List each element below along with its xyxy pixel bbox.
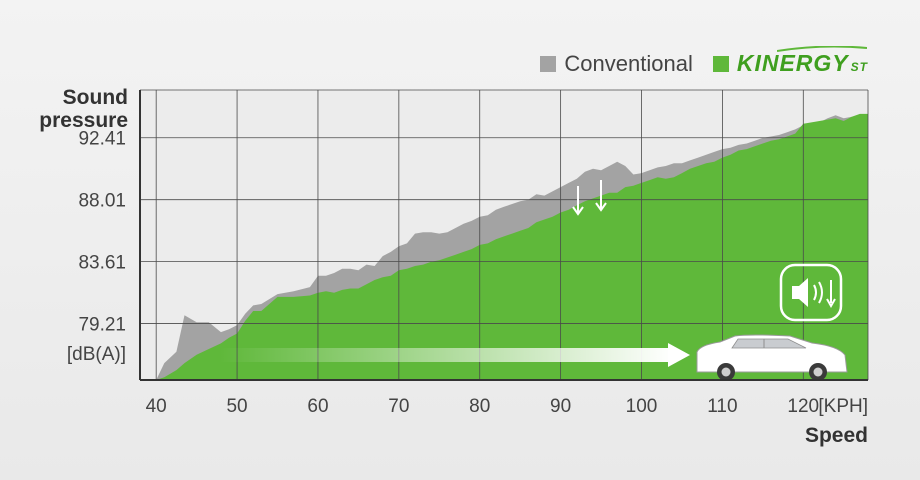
legend-label-conventional: Conventional (564, 50, 693, 76)
axes (139, 90, 868, 381)
series-areas (156, 113, 868, 381)
grid-lines (140, 89, 869, 380)
volume-down-arrow-head (826, 298, 836, 309)
x-tick-label: 40 (146, 396, 167, 417)
motion-arrowhead (668, 343, 690, 367)
motion-arrow (220, 343, 690, 367)
down-arrows-icon (572, 180, 607, 216)
x-tick-label: 120 (787, 396, 819, 417)
logo-swoosh (776, 46, 867, 52)
x-unit-label: [KPH] (818, 396, 868, 417)
y-axis-title-line1: Sound (62, 86, 128, 109)
legend-swatch-conventional (540, 55, 557, 72)
down-arrow-head-1 (572, 206, 584, 216)
tick-labels: 40 50 60 70 80 90 100 110 120 [KPH] 79.21 83.61 88.0… (67, 129, 868, 417)
x-tick-label: 70 (388, 396, 409, 417)
y-axis-title: Sound pressure (10, 86, 128, 132)
down-arrow-head-2 (595, 202, 607, 212)
speaker-volume-down-icon (779, 263, 843, 322)
sound-wave-1 (813, 284, 817, 301)
x-tick-label: 80 (469, 396, 490, 417)
kinergy-logo: KINERGY ST (736, 46, 868, 77)
y-tick-label: 88.01 (78, 191, 126, 212)
x-tick-label: 60 (307, 396, 328, 417)
sedan-car-icon (696, 334, 848, 381)
x-axis-title: Speed (804, 424, 868, 447)
sound-wave-2 (818, 281, 823, 304)
y-axis-title-line2: pressure (39, 109, 128, 132)
series-area-kinergy (156, 113, 868, 381)
motion-streak (220, 348, 672, 362)
legend-swatch-kinergy (712, 55, 729, 72)
legend: Conventional KINERGY ST (540, 46, 868, 77)
speaker-badge (779, 263, 843, 322)
kinergy-logo-text: KINERGY (736, 50, 849, 76)
kinergy-logo-sub: ST (850, 60, 868, 74)
x-tick-label: 50 (226, 396, 247, 417)
x-tick-label: 110 (707, 396, 737, 417)
y-unit-label: [dB(A)] (67, 344, 126, 365)
y-tick-label: 79.21 (78, 315, 126, 336)
legend-item-kinergy: KINERGY ST (712, 46, 868, 77)
legend-item-conventional: Conventional (540, 50, 693, 77)
car-hub-front (721, 367, 731, 377)
y-tick-label: 92.41 (78, 129, 126, 150)
speaker-cone (792, 278, 808, 307)
y-tick-label: 83.61 (78, 253, 126, 274)
x-tick-label: 100 (626, 396, 658, 417)
car-hub-rear (813, 367, 823, 377)
x-tick-label: 90 (550, 396, 571, 417)
car-window (731, 338, 807, 349)
